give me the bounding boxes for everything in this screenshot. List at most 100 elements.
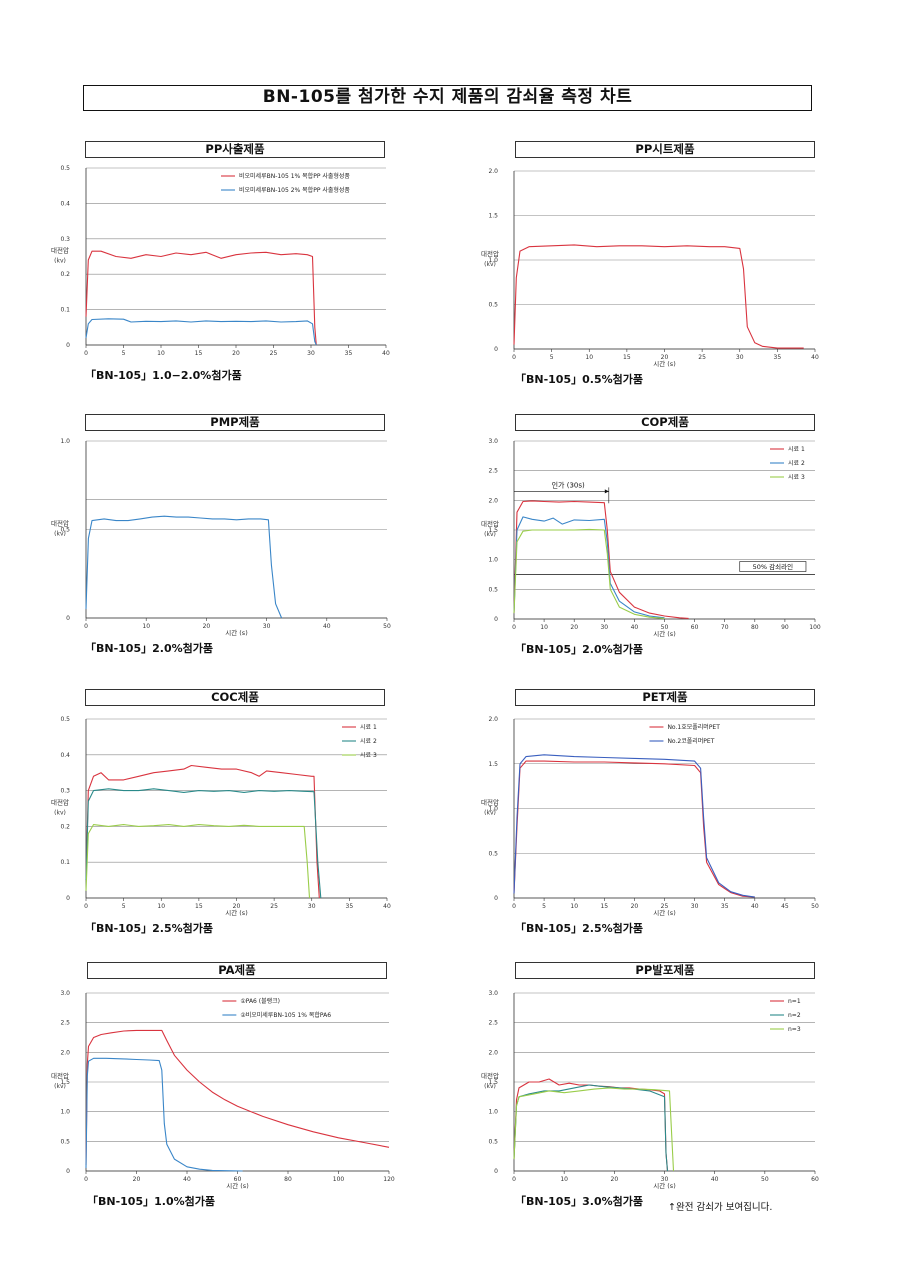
y-axis-label: 대전압 bbox=[51, 798, 69, 807]
y-axis-unit: (kv) bbox=[484, 810, 496, 817]
y-axis-unit: (kv) bbox=[484, 261, 496, 268]
chart-title-pp-injection: PP사출제품 bbox=[85, 141, 385, 158]
legend-label: 시료 2 bbox=[788, 460, 805, 467]
y-tick-label: 0.5 bbox=[60, 165, 70, 172]
y-tick-label: 2.5 bbox=[488, 1020, 498, 1027]
x-tick-label: 100 bbox=[809, 624, 821, 631]
x-tick-label: 10 bbox=[560, 1176, 568, 1183]
legend-label: n=3 bbox=[788, 1026, 801, 1033]
x-tick-label: 40 bbox=[183, 1176, 191, 1183]
series-line-3 bbox=[513, 1087, 675, 1172]
x-tick-label: 5 bbox=[550, 354, 554, 361]
x-tick-label: 60 bbox=[811, 1176, 819, 1183]
y-tick-label: 0.5 bbox=[488, 850, 498, 857]
x-tick-label: 0 bbox=[512, 354, 516, 361]
chart-title-coc: COC제품 bbox=[85, 689, 385, 706]
x-tick-label: 25 bbox=[661, 903, 669, 910]
x-tick-label: 40 bbox=[751, 903, 759, 910]
apply-label: 인가 (30s) bbox=[552, 480, 585, 489]
y-tick-label: 0 bbox=[66, 615, 70, 622]
legend-label: 시료 3 bbox=[360, 752, 377, 759]
x-tick-label: 40 bbox=[383, 903, 391, 910]
series-line-1 bbox=[513, 244, 804, 349]
series-line-2 bbox=[85, 1057, 243, 1172]
x-tick-label: 25 bbox=[270, 903, 278, 910]
y-tick-label: 1.0 bbox=[60, 438, 70, 445]
y-axis-label: 대전압 bbox=[51, 246, 69, 255]
y-tick-label: 0 bbox=[494, 1168, 498, 1175]
x-tick-label: 40 bbox=[711, 1176, 719, 1183]
x-tick-label: 25 bbox=[698, 354, 706, 361]
x-tick-label: 40 bbox=[811, 354, 819, 361]
y-tick-label: 0.2 bbox=[60, 271, 70, 278]
x-tick-label: 30 bbox=[691, 903, 699, 910]
x-tick-label: 120 bbox=[383, 1176, 395, 1183]
x-tick-label: 10 bbox=[585, 354, 593, 361]
y-tick-label: 1.0 bbox=[488, 257, 498, 264]
x-tick-label: 35 bbox=[345, 350, 353, 357]
y-tick-label: 0.4 bbox=[60, 752, 70, 759]
y-tick-label: 1.0 bbox=[488, 806, 498, 813]
x-tick-label: 40 bbox=[323, 623, 331, 630]
x-tick-label: 30 bbox=[263, 623, 271, 630]
series-line-2 bbox=[85, 318, 317, 346]
y-tick-label: 0 bbox=[66, 1168, 70, 1175]
x-tick-label: 20 bbox=[661, 354, 669, 361]
series-line-1 bbox=[85, 1029, 390, 1166]
series-line-2 bbox=[513, 1084, 669, 1172]
half-decay-label: 50% 감쇠라인 bbox=[753, 562, 793, 571]
y-axis-label: 대전압 bbox=[51, 1071, 69, 1080]
y-tick-label: 0 bbox=[494, 895, 498, 902]
half-decay-label-box bbox=[739, 561, 807, 572]
chart-caption-coc: 「BN-105」2.5%첨가품 bbox=[85, 922, 213, 935]
chart-caption-pp-injection: 「BN-105」1.0−2.0%첨가품 bbox=[85, 369, 242, 382]
y-tick-label: 3.0 bbox=[60, 990, 70, 997]
chart-caption-pp-sheet: 「BN-105」0.5%첨가품 bbox=[515, 373, 643, 386]
legend-label: No.1호모폴리머PET bbox=[667, 723, 720, 731]
y-tick-label: 2.0 bbox=[488, 716, 498, 723]
x-tick-label: 20 bbox=[133, 1176, 141, 1183]
x-tick-label: 10 bbox=[570, 903, 578, 910]
chart-title-pa: PA제품 bbox=[87, 962, 387, 979]
x-axis-label: 시간 (s) bbox=[226, 1181, 249, 1190]
x-tick-label: 20 bbox=[631, 903, 639, 910]
legend-label: 시료 2 bbox=[360, 738, 377, 745]
x-tick-label: 70 bbox=[721, 624, 729, 631]
x-tick-label: 10 bbox=[157, 903, 165, 910]
x-tick-label: 15 bbox=[600, 903, 608, 910]
y-axis-label: 대전압 bbox=[51, 519, 69, 528]
y-tick-label: 0.1 bbox=[60, 859, 70, 866]
x-tick-label: 30 bbox=[661, 1176, 669, 1183]
x-tick-label: 10 bbox=[157, 350, 165, 357]
y-axis-label: 대전압 bbox=[481, 249, 499, 258]
y-tick-label: 0.2 bbox=[60, 823, 70, 830]
x-tick-label: 0 bbox=[84, 903, 88, 910]
x-tick-label: 100 bbox=[333, 1176, 345, 1183]
footnote: ↑완전 감쇠가 보여집니다. bbox=[668, 1202, 773, 1213]
x-tick-label: 60 bbox=[234, 1176, 242, 1183]
x-tick-label: 5 bbox=[122, 903, 126, 910]
y-tick-label: 2.0 bbox=[60, 1049, 70, 1056]
x-tick-label: 5 bbox=[542, 903, 546, 910]
x-tick-label: 0 bbox=[84, 1176, 88, 1183]
series-line-1 bbox=[85, 515, 283, 619]
y-tick-label: 0.5 bbox=[60, 527, 70, 534]
x-tick-label: 50 bbox=[383, 623, 391, 630]
x-tick-label: 40 bbox=[382, 350, 390, 357]
y-tick-label: 0.3 bbox=[60, 236, 70, 243]
x-tick-label: 20 bbox=[233, 903, 241, 910]
y-tick-label: 0 bbox=[494, 346, 498, 353]
y-tick-label: 0.1 bbox=[60, 307, 70, 314]
x-tick-label: 5 bbox=[122, 350, 126, 357]
x-tick-label: 20 bbox=[232, 350, 240, 357]
y-tick-label: 1.0 bbox=[60, 1109, 70, 1116]
y-tick-label: 0.5 bbox=[60, 716, 70, 723]
y-tick-label: 1.0 bbox=[488, 557, 498, 564]
arrow-head-icon bbox=[604, 489, 609, 494]
series-line-2 bbox=[513, 754, 755, 898]
x-tick-label: 60 bbox=[691, 624, 699, 631]
x-tick-label: 0 bbox=[512, 903, 516, 910]
y-axis-unit: (kv) bbox=[484, 1083, 496, 1090]
